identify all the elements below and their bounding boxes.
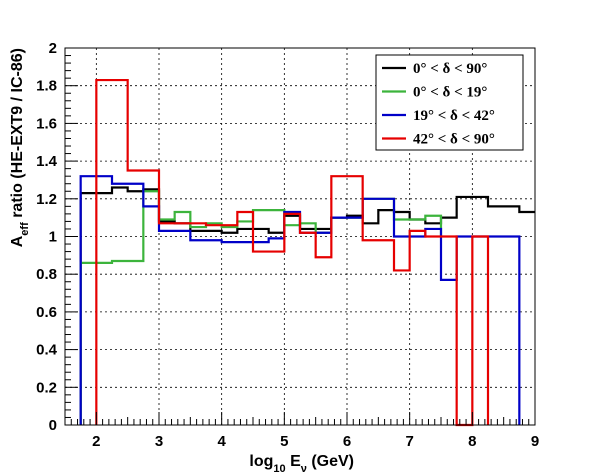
y-tick-label: 2 (49, 40, 57, 57)
x-tick-label: 6 (343, 433, 351, 450)
x-tick-label: 7 (405, 433, 413, 450)
y-tick-label: 0.6 (36, 304, 57, 321)
y-tick-label: 0.8 (36, 266, 57, 283)
legend: 0° < δ < 90° 0° < δ < 19° 19° < δ < 42° 42°… (375, 54, 524, 151)
legend-label-1: 0° < δ < 19° (413, 85, 487, 101)
y-tick-label: 1.6 (36, 115, 57, 132)
y-tick-label: 0 (49, 417, 57, 434)
legend-box (375, 54, 524, 151)
legend-label-3: 42° < δ < 90° (413, 132, 495, 148)
x-tick-label: 4 (217, 433, 226, 450)
legend-label-0: 0° < δ < 90° (413, 61, 487, 77)
x-tick-label: 5 (280, 433, 288, 450)
y-tick-label: 1.4 (36, 153, 58, 170)
x-tick-label: 2 (92, 433, 100, 450)
y-tick-label: 1 (49, 229, 57, 246)
axis-ticks (65, 55, 536, 425)
series-line-2 (79, 175, 521, 425)
y-tick-label: 0.4 (36, 342, 58, 359)
tick-labels: 2 3 4 5 6 7 8 9 0 0.2 0.4 0.6 0.8 1 1.2 1.4 1.6 1.8 2 (36, 40, 539, 450)
y-axis-title: Aeff ratio (HE-EXT9 / IC-86) (9, 48, 31, 247)
x-axis-title: log10 Eν (GeV) (249, 453, 354, 472)
series-line-3 (95, 78, 490, 427)
x-tick-label: 9 (531, 433, 539, 450)
x-tick-label: 3 (155, 433, 163, 450)
y-tick-label: 0.2 (36, 379, 57, 396)
x-tick-label: 8 (468, 433, 476, 450)
plot-series (79, 78, 535, 427)
y-tick-label: 1.2 (36, 191, 57, 208)
legend-label-2: 19° < δ < 42° (413, 108, 495, 124)
y-tick-label: 1.8 (36, 78, 57, 95)
